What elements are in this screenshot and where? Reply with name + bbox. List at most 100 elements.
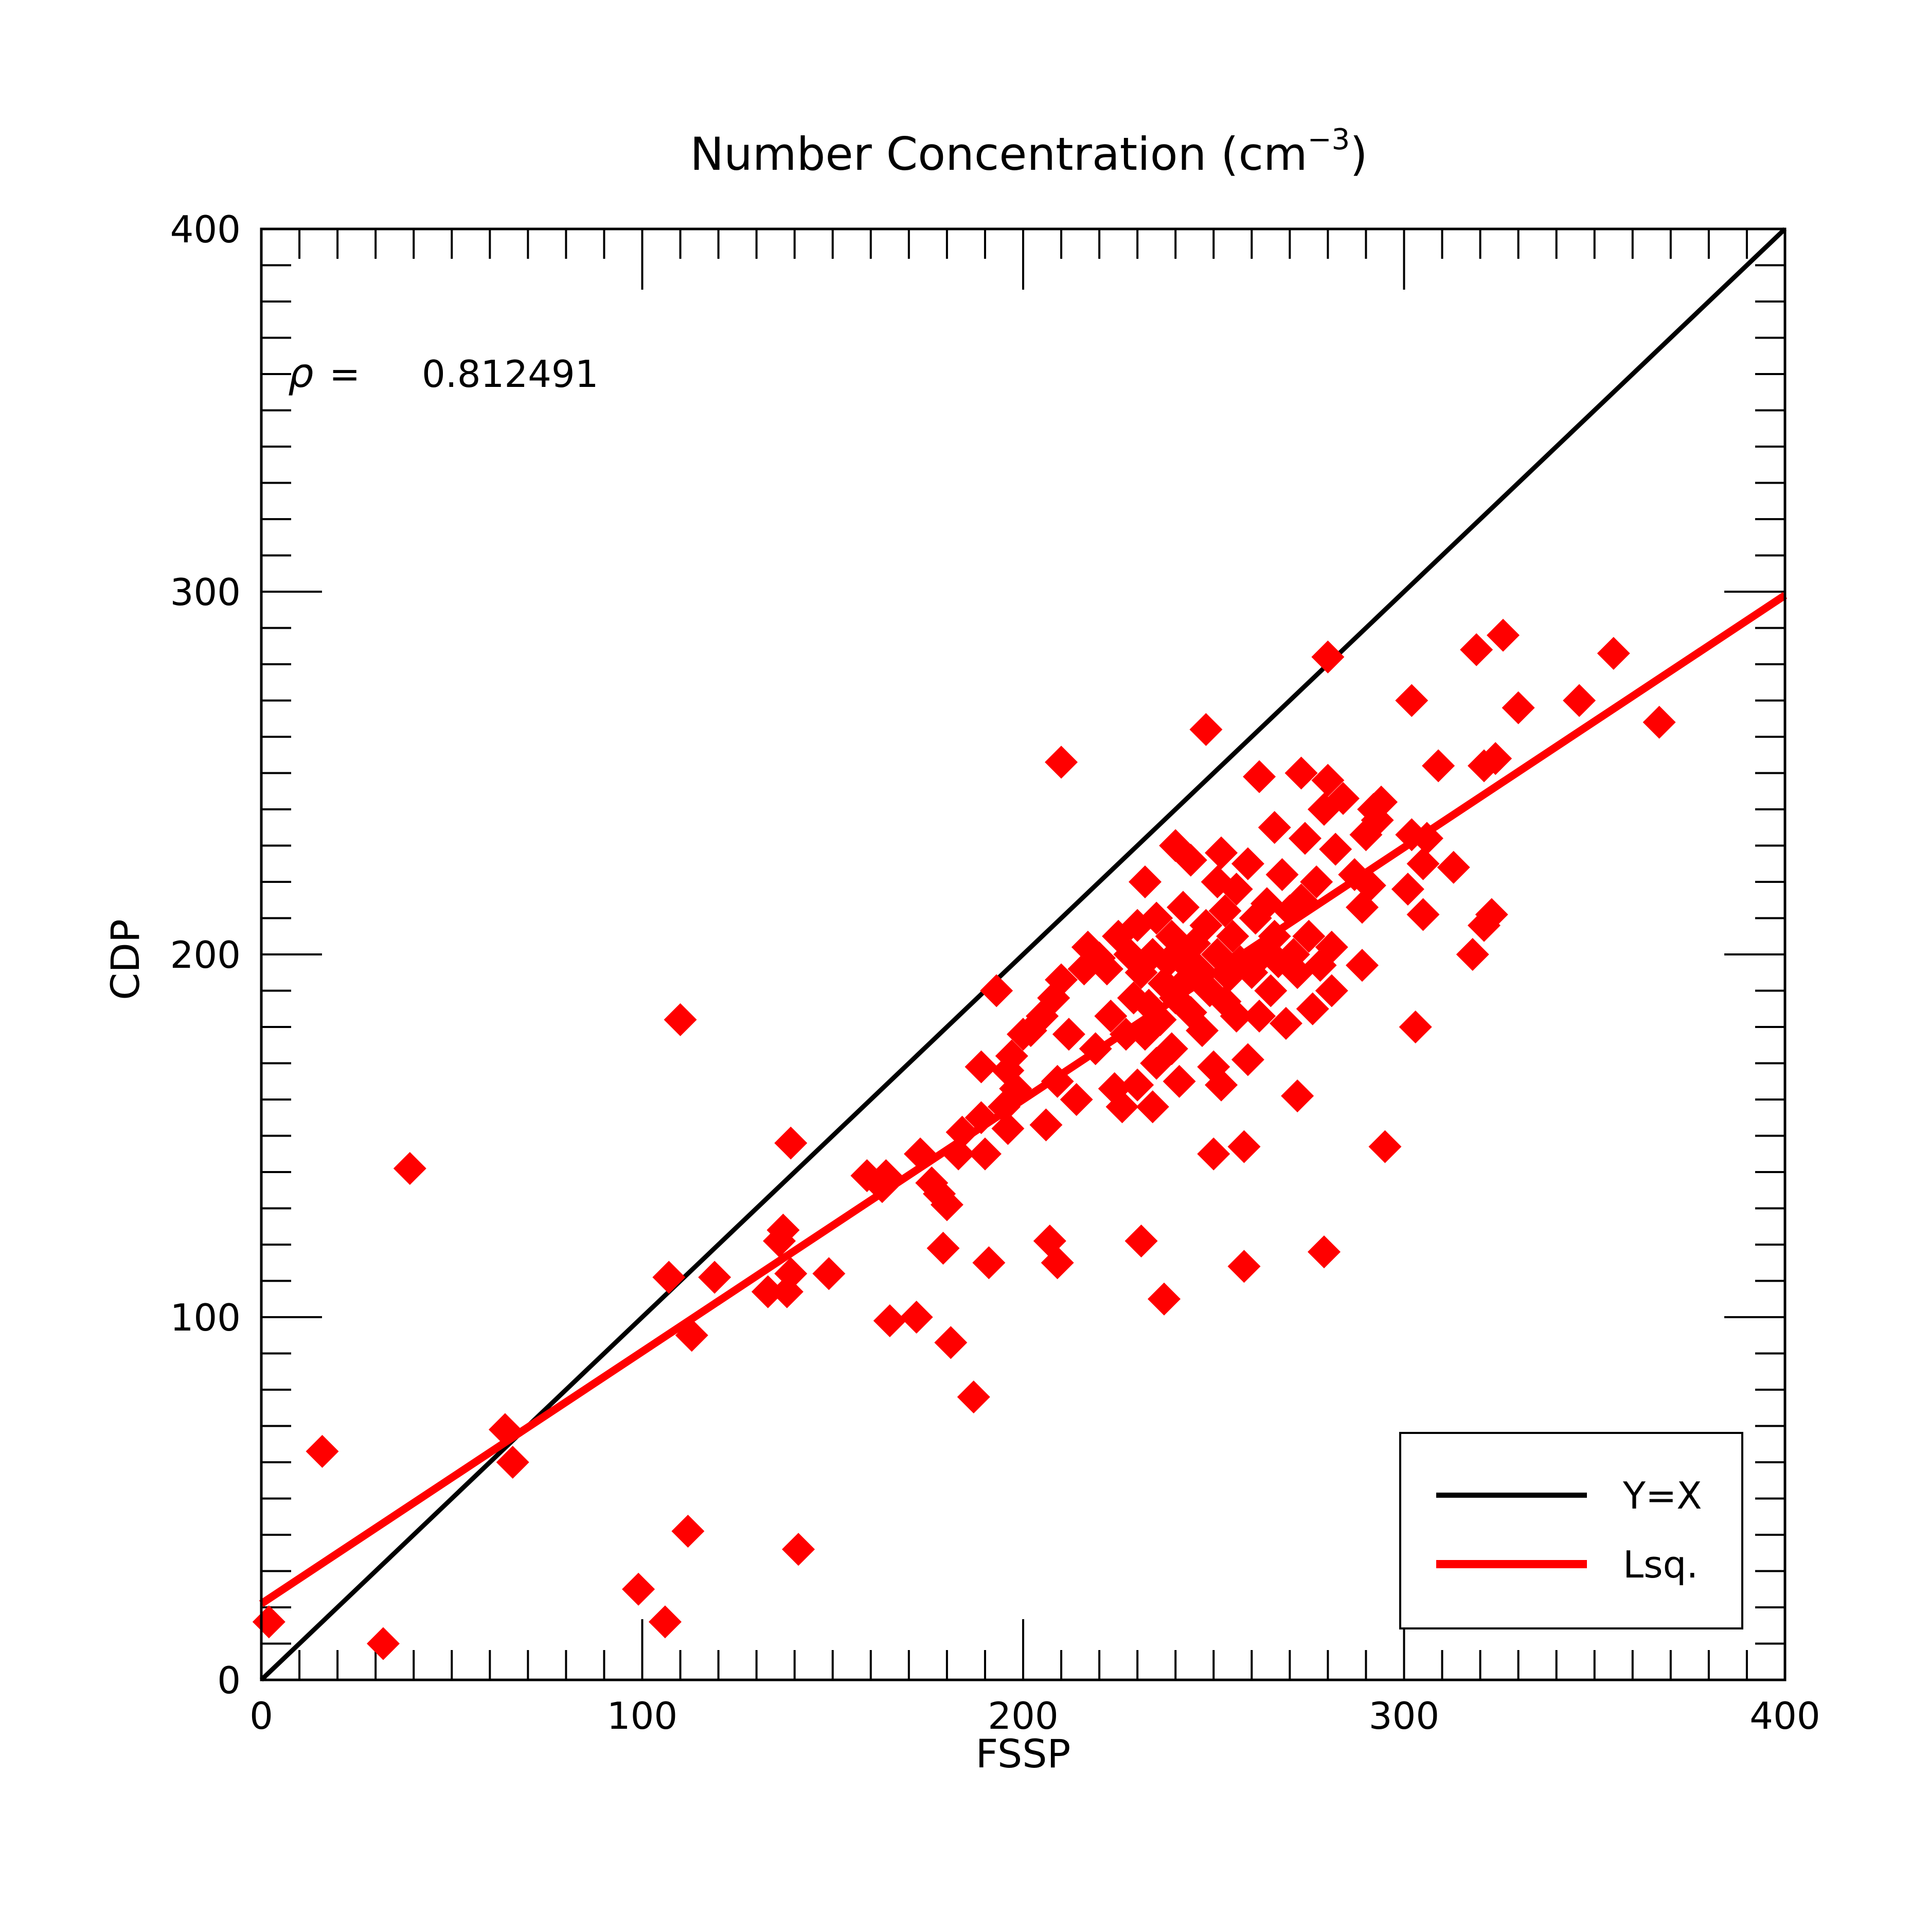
data-point [1365, 785, 1398, 819]
chart-title: Number Concentration (cm−3) [690, 123, 1367, 181]
data-point [1189, 909, 1223, 942]
data-point [664, 1003, 697, 1036]
data-point [648, 1605, 682, 1639]
x-tick-label: 200 [988, 1694, 1058, 1738]
data-point [964, 1101, 998, 1135]
data-point [904, 1137, 937, 1171]
data-point [1642, 705, 1676, 739]
data-point [869, 1159, 903, 1193]
y-tick-label: 300 [170, 571, 241, 614]
data-point [1410, 822, 1443, 855]
data-point [774, 1257, 808, 1290]
x-tick-label: 400 [1749, 1694, 1820, 1738]
data-point [1186, 1014, 1219, 1048]
data-point [1105, 1090, 1139, 1124]
data-point [980, 974, 1013, 1007]
data-point [1422, 749, 1455, 783]
data-point [1288, 822, 1321, 855]
data-point [1163, 1065, 1196, 1098]
data-point [698, 1261, 731, 1294]
data-point [488, 1413, 522, 1446]
y-tick-label: 100 [170, 1296, 241, 1339]
data-point [1258, 811, 1291, 844]
legend-label-yx: Y=X [1622, 1474, 1702, 1517]
data-point [1437, 850, 1470, 884]
data-point [1406, 898, 1440, 931]
chart-title-end: ) [1350, 128, 1367, 181]
data-point [1475, 898, 1508, 931]
data-point [1136, 1090, 1169, 1124]
rho-value: 0.812491 [422, 352, 599, 396]
data-point [774, 1126, 808, 1160]
chart-title-superscript: −3 [1308, 123, 1350, 156]
axis-ticks [260, 228, 1786, 1681]
data-point [1284, 883, 1318, 917]
data-point [1197, 1137, 1230, 1171]
data-point [393, 1151, 426, 1185]
data-point [766, 1213, 800, 1247]
data-point [873, 1304, 906, 1338]
data-point [972, 1246, 1006, 1280]
data-point [782, 1533, 815, 1566]
data-point [1269, 1006, 1302, 1040]
correlation-annotation: ρ = 0.812491 [288, 350, 599, 397]
data-point [1041, 1065, 1074, 1098]
data-point [1399, 1011, 1432, 1043]
data-point [1406, 847, 1440, 880]
data-point [1479, 742, 1512, 775]
data-point [1060, 1083, 1093, 1116]
data-point [1205, 1068, 1238, 1102]
y-axis-label: CDP [102, 919, 148, 1000]
data-point [1243, 760, 1276, 793]
data-point [1227, 1250, 1261, 1283]
data-point [1124, 1224, 1158, 1257]
plot-frame [260, 227, 1787, 1681]
data-point [306, 1434, 339, 1468]
data-point [1460, 633, 1493, 666]
data-point [1121, 1068, 1154, 1102]
data-point [812, 1257, 846, 1290]
data-point [1041, 1246, 1074, 1280]
data-point [1052, 1018, 1085, 1051]
x-axis-label: FSSP [976, 1731, 1071, 1777]
data-point [968, 1137, 1002, 1171]
data-point [945, 1115, 979, 1149]
data-point [1281, 1079, 1314, 1112]
data-point [1216, 919, 1249, 953]
data-point [1368, 1130, 1402, 1163]
data-point [1243, 999, 1276, 1033]
data-point [1254, 974, 1288, 1007]
legend-label-lsq: Lsq. [1623, 1543, 1698, 1586]
data-point [1353, 869, 1386, 902]
data-point [1502, 691, 1535, 724]
data-point [1319, 832, 1352, 866]
data-point [1597, 636, 1630, 670]
data-point [999, 1072, 1032, 1105]
data-point [1109, 1018, 1142, 1051]
data-point [995, 1039, 1028, 1073]
data-point [964, 1050, 998, 1084]
data-point [957, 1380, 990, 1414]
data-point [1208, 894, 1242, 928]
data-point [1346, 949, 1379, 982]
x-tick-label: 300 [1369, 1694, 1439, 1738]
legend-box [1399, 1432, 1743, 1629]
data-points [252, 618, 1676, 1660]
data-point [1079, 1032, 1112, 1066]
data-point [671, 1514, 705, 1548]
data-point [652, 1261, 686, 1294]
data-point [1307, 1235, 1341, 1269]
data-point [926, 1232, 960, 1265]
data-point [1456, 938, 1489, 971]
data-point [622, 1572, 655, 1606]
chart-title-main: Number Concentration (cm [690, 128, 1307, 181]
data-point [496, 1446, 529, 1479]
data-point [252, 1605, 285, 1639]
data-point [1147, 1282, 1181, 1316]
data-point [1155, 1032, 1188, 1066]
data-point [1231, 1043, 1264, 1076]
data-point [930, 1188, 963, 1221]
data-point [1315, 930, 1348, 964]
data-point [1227, 1130, 1261, 1163]
data-point [1258, 919, 1291, 953]
